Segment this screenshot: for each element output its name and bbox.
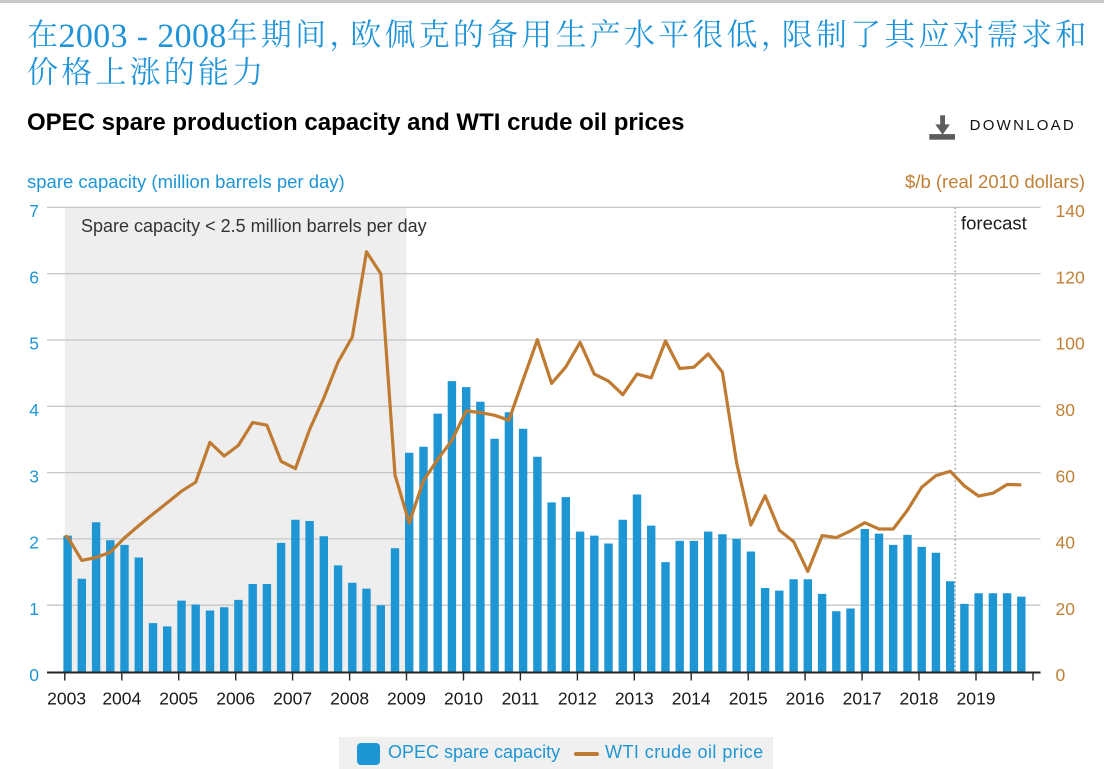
svg-text:40: 40 — [1056, 533, 1076, 553]
svg-text:0: 0 — [29, 665, 39, 685]
svg-text:2014: 2014 — [672, 689, 711, 709]
svg-text:6: 6 — [29, 267, 39, 287]
svg-text:2018: 2018 — [900, 689, 939, 709]
svg-text:60: 60 — [1056, 466, 1076, 486]
svg-text:2004: 2004 — [102, 689, 141, 709]
svg-text:2013: 2013 — [615, 689, 654, 709]
svg-text:2012: 2012 — [558, 689, 597, 709]
svg-text:2011: 2011 — [502, 689, 540, 709]
svg-text:4: 4 — [29, 400, 39, 420]
svg-text:2019: 2019 — [957, 689, 996, 709]
svg-text:2015: 2015 — [729, 689, 768, 709]
svg-text:120: 120 — [1056, 267, 1085, 287]
svg-text:2006: 2006 — [216, 689, 255, 709]
svg-text:7: 7 — [29, 201, 39, 221]
svg-text:Spare capacity < 2.5 million b: Spare capacity < 2.5 million barrels per… — [81, 216, 427, 236]
svg-text:2007: 2007 — [273, 689, 312, 709]
svg-text:2017: 2017 — [843, 689, 882, 709]
svg-text:5: 5 — [29, 334, 39, 354]
svg-text:2016: 2016 — [786, 689, 825, 709]
svg-text:2: 2 — [29, 533, 39, 553]
svg-text:0: 0 — [1056, 665, 1066, 685]
svg-text:2009: 2009 — [387, 689, 426, 709]
svg-text:2010: 2010 — [444, 689, 483, 709]
svg-text:100: 100 — [1056, 334, 1085, 354]
svg-text:20: 20 — [1056, 599, 1076, 619]
svg-text:2005: 2005 — [159, 689, 198, 709]
svg-text:2003: 2003 — [47, 689, 86, 709]
svg-text:80: 80 — [1056, 400, 1076, 420]
svg-text:1: 1 — [29, 599, 39, 619]
svg-text:2008: 2008 — [330, 689, 369, 709]
svg-text:forecast: forecast — [961, 213, 1027, 234]
svg-text:140: 140 — [1056, 201, 1085, 221]
svg-text:3: 3 — [29, 466, 39, 486]
